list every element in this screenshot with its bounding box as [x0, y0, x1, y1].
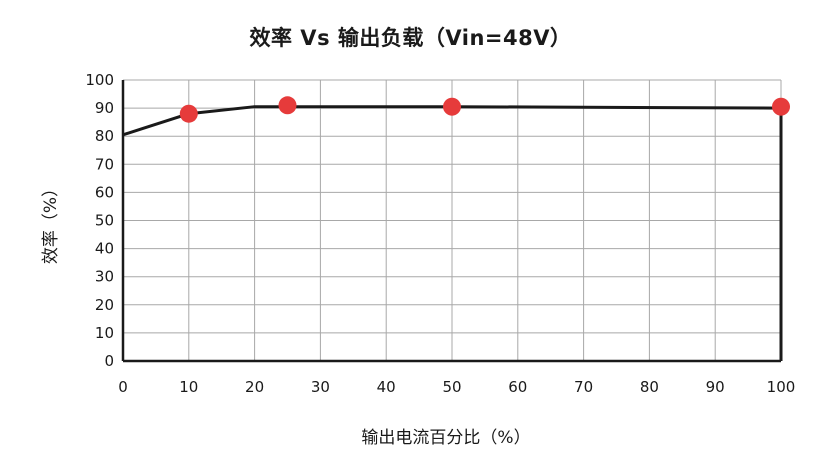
data-point-1	[278, 96, 297, 115]
y-tick-label-10: 10	[95, 324, 114, 342]
x-tick-labels: 0 10 20 30 40 50 60 70 80 90 100	[118, 378, 795, 396]
x-tick-label-80: 80	[640, 378, 659, 396]
x-tick-label-90: 90	[706, 378, 725, 396]
y-tick-label-90: 90	[95, 99, 114, 117]
y-tick-label-30: 30	[95, 268, 114, 286]
x-tick-label-100: 100	[767, 378, 796, 396]
x-tick-label-70: 70	[574, 378, 593, 396]
y-tick-label-80: 80	[95, 127, 114, 145]
x-tick-label-30: 30	[311, 378, 330, 396]
chart-title: 效率 Vs 输出负载（Vin=48V）	[249, 26, 572, 50]
x-tick-label-10: 10	[179, 378, 198, 396]
y-axis-label: 效率（%）	[41, 180, 61, 264]
y-tick-label-70: 70	[95, 155, 114, 173]
y-tick-label-20: 20	[95, 296, 114, 314]
data-point-3	[772, 97, 790, 116]
x-tick-label-50: 50	[442, 378, 461, 396]
y-tick-label-100: 100	[85, 71, 114, 89]
x-axis-label: 输出电流百分比（%）	[361, 428, 530, 448]
data-point-2	[443, 97, 461, 116]
y-tick-labels: 0 10 20 30 40 50 60 70 80 90 100	[85, 71, 114, 370]
y-tick-label-60: 60	[95, 183, 114, 201]
data-markers	[179, 96, 790, 123]
x-tick-label-40: 40	[377, 378, 396, 396]
x-tick-label-20: 20	[245, 378, 264, 396]
y-tick-label-40: 40	[95, 240, 114, 258]
x-tick-label-0: 0	[118, 378, 128, 396]
data-point-0	[179, 104, 198, 123]
grid	[122, 79, 782, 362]
axes	[121, 80, 781, 363]
x-tick-label-60: 60	[508, 378, 527, 396]
y-tick-label-50: 50	[95, 212, 114, 230]
y-tick-label-0: 0	[104, 352, 114, 370]
